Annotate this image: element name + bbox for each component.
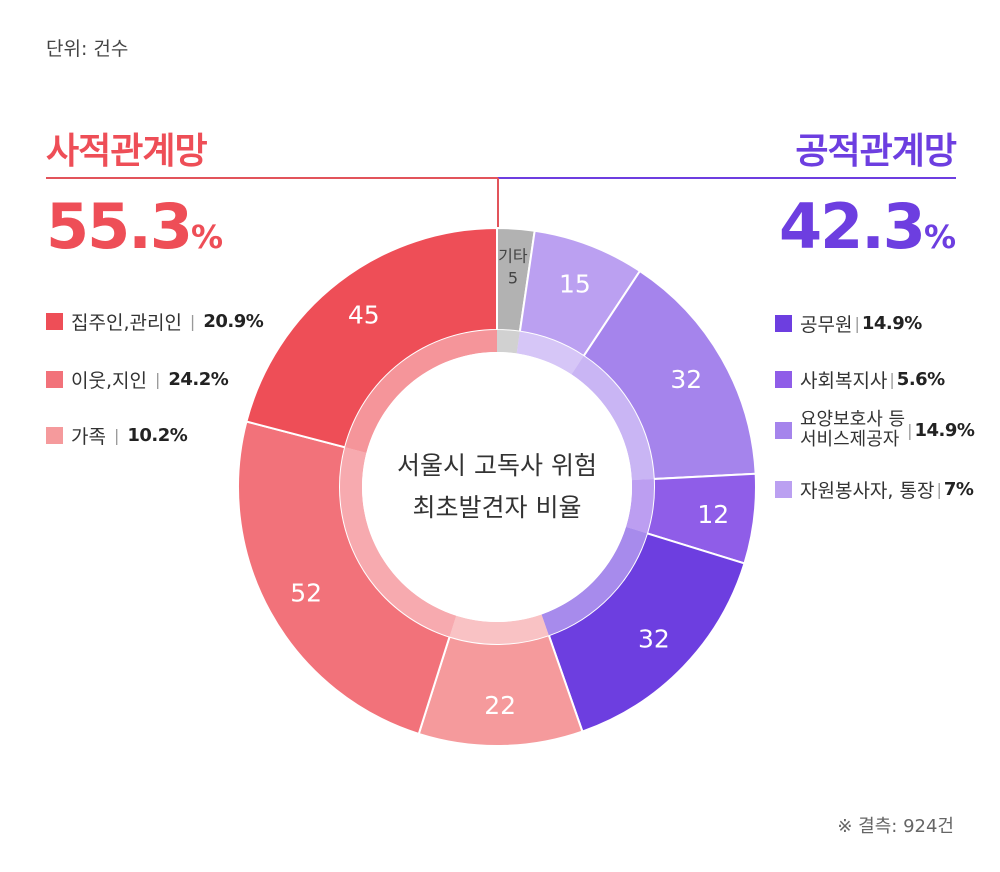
slice-value-label: 52 bbox=[290, 578, 322, 607]
legend-swatch bbox=[46, 313, 63, 330]
legend-swatch bbox=[775, 481, 792, 498]
legend-swatch bbox=[46, 427, 63, 444]
private-network-percent: 55.3% bbox=[46, 190, 223, 263]
legend-separator: | bbox=[154, 370, 161, 389]
legend-separator: | bbox=[189, 312, 196, 331]
legend-value: 7% bbox=[943, 479, 974, 500]
private-network-title: 사적관계망 bbox=[46, 131, 208, 172]
legend-label: 이웃,지인 bbox=[71, 370, 147, 392]
legend-item-care-provider: 요양보호사 등 서비스제공자 | 14.9% bbox=[775, 410, 975, 450]
donut-hole bbox=[362, 352, 632, 622]
legend-label: 공무원 bbox=[800, 314, 853, 336]
public-percent-value: 42.3 bbox=[778, 190, 926, 263]
legend-label: 사회복지사 bbox=[800, 370, 888, 392]
slice-value-label: 32 bbox=[638, 624, 670, 653]
donut-inner-ring-4 bbox=[541, 526, 648, 636]
legend-item-landlord: 집주인,관리인 | 20.9% bbox=[46, 308, 264, 335]
donut-inner-ring-2 bbox=[571, 356, 654, 481]
legend-label: 요양보호사 등 서비스제공자 bbox=[800, 410, 905, 450]
slice-value-label: 45 bbox=[348, 300, 380, 329]
legend-separator: | bbox=[113, 426, 120, 445]
legend-label-line1: 요양보호사 등 bbox=[800, 409, 906, 430]
legend-label: 자원봉사자, 통장 bbox=[800, 480, 935, 502]
legend-swatch bbox=[775, 315, 792, 332]
slice-value-label: 5 bbox=[508, 269, 518, 288]
slice-value-label: 22 bbox=[484, 691, 516, 720]
slice-category-label: 기타 bbox=[498, 247, 528, 266]
legend-value: 10.2% bbox=[127, 425, 188, 446]
legend-separator: | bbox=[936, 480, 942, 499]
slice-value-label: 15 bbox=[559, 269, 591, 298]
legend-label: 가족 bbox=[71, 426, 106, 448]
unit-label: 단위: 건수 bbox=[46, 38, 129, 60]
legend-label-line2: 서비스제공자 bbox=[800, 429, 900, 450]
private-network-rule bbox=[46, 177, 498, 179]
legend-value: 20.9% bbox=[203, 311, 264, 332]
legend-label: 집주인,관리인 bbox=[71, 312, 182, 334]
legend-item-neighbor: 이웃,지인 | 24.2% bbox=[46, 366, 229, 393]
legend-item-civil-servant: 공무원 | 14.9% bbox=[775, 310, 922, 337]
private-percent-sign: % bbox=[190, 218, 224, 256]
legend-value: 14.9% bbox=[861, 313, 922, 334]
legend-value: 24.2% bbox=[168, 369, 229, 390]
slice-value-label: 12 bbox=[697, 500, 729, 529]
donut-inner-ring-0 bbox=[497, 330, 520, 354]
chart-center-line1: 서울시 고독사 위험 bbox=[397, 451, 597, 480]
donut-inner-ring-6 bbox=[340, 447, 457, 637]
footnote: ※ 결측: 924건 bbox=[837, 816, 954, 837]
center-divider bbox=[497, 178, 499, 230]
public-percent-sign: % bbox=[923, 218, 956, 256]
legend-separator: | bbox=[889, 370, 895, 389]
legend-separator: | bbox=[907, 420, 913, 440]
legend-value: 5.6% bbox=[896, 369, 945, 390]
legend-item-family: 가족 | 10.2% bbox=[46, 422, 188, 449]
legend-swatch bbox=[46, 371, 63, 388]
slice-value-label: 32 bbox=[670, 365, 702, 394]
legend-swatch bbox=[775, 371, 792, 388]
public-network-title: 공적관계망 bbox=[795, 131, 957, 172]
public-network-percent: 42.3% bbox=[779, 190, 956, 263]
donut-inner-ring-1 bbox=[516, 331, 584, 375]
public-network-rule bbox=[498, 177, 956, 179]
legend-item-volunteer: 자원봉사자, 통장 | 7% bbox=[775, 476, 974, 503]
private-percent-value: 55.3 bbox=[46, 190, 193, 263]
donut-inner-ring-7 bbox=[345, 330, 497, 453]
donut-inner-ring-3 bbox=[625, 478, 655, 534]
legend-item-social-worker: 사회복지사 | 5.6% bbox=[775, 366, 945, 393]
legend-swatch bbox=[775, 421, 792, 439]
legend-separator: | bbox=[854, 314, 860, 333]
donut-inner-ring-5 bbox=[449, 614, 549, 644]
chart-center-line2: 최초발견자 비율 bbox=[413, 493, 582, 522]
legend-value: 14.9% bbox=[914, 419, 975, 441]
